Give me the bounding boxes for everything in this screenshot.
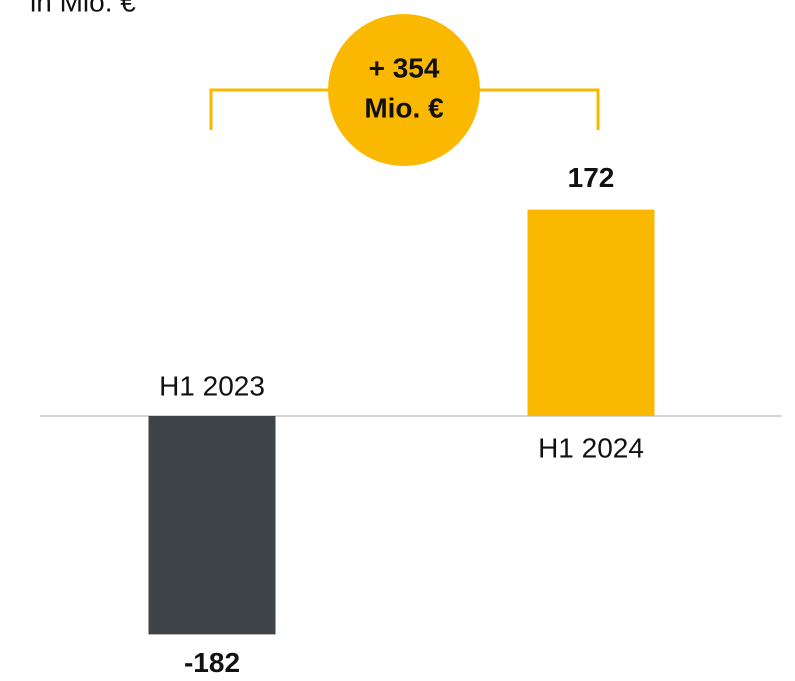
data-label: -182 xyxy=(184,647,240,678)
category-label: H1 2023 xyxy=(159,370,265,401)
annotation: Mio. € xyxy=(364,92,444,123)
category-label: H1 2024 xyxy=(538,432,644,463)
annotation-circle xyxy=(328,14,480,166)
data-label: 172 xyxy=(568,162,615,193)
chart-title: in Mio. € xyxy=(30,0,136,17)
annotation: + 354 xyxy=(369,52,440,83)
bar xyxy=(527,209,655,416)
bar xyxy=(148,416,276,635)
